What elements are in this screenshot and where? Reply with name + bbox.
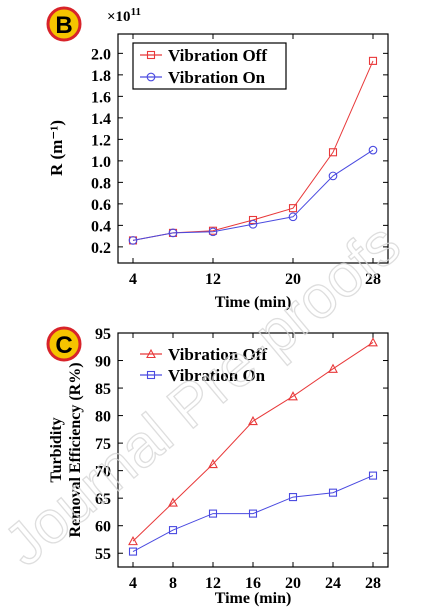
panel-c-point-vibration-on: [248, 509, 258, 518]
panel-c-point-vibration-on: [168, 526, 178, 535]
panel-b-x-tick-label: 20: [285, 271, 301, 288]
panel-b-label: B: [55, 12, 72, 39]
panel-c-point-vibration-on: [328, 488, 338, 497]
panel-b-multiplier: ×1011: [107, 6, 141, 25]
panel-c-y-tick-label: 70: [95, 464, 111, 481]
panel-c-x-axis-label: Time (min): [215, 590, 292, 607]
panel-b-x-tick-label: 4: [129, 271, 137, 288]
panel-b-y-tick-label: 0.8: [91, 175, 111, 192]
panel-b-point-vibration-on: [208, 227, 218, 237]
panel-b-point-vibration-off: [328, 148, 338, 157]
legend-label-vibration-on-c: Vibration On: [168, 366, 266, 385]
watermark: Journal Pre-proofs: [0, 210, 412, 579]
panel-c-point-vibration-off: [248, 415, 258, 426]
panel-b-y-tick-label: 1.6: [91, 89, 111, 106]
panel-c: C 4 8 12 16 20 24 28 55 60 65 70 75 80 85 90 95 Vibrati…: [46, 326, 389, 607]
panel-b-y-tick-label: 0.4: [91, 218, 111, 235]
panel-b-y-tick-label: 1.2: [91, 132, 111, 149]
panel-c-point-vibration-off: [168, 497, 178, 507]
panel-b-point-vibration-on: [248, 219, 258, 229]
panel-c-y-axis-label-line2: Removal Efficiency (R%): [67, 362, 84, 537]
panel-b-point-vibration-on: [368, 145, 378, 155]
panel-c-label: C: [55, 332, 72, 359]
panel-b-point-vibration-on: [168, 228, 178, 238]
panel-b-x-tick-label: 28: [365, 271, 381, 288]
panel-b: B ×1011 4 12 20 28 0.2 0.4 0.6 0.8 1.0 1.2 1.4 1.6 1…: [46, 6, 389, 311]
panel-b-series-line-vibration-on: [132, 149, 374, 241]
legend-label-vibration-off-c: Vibration Off: [168, 345, 267, 364]
panel-b-point-vibration-on: [328, 171, 338, 181]
panel-c-point-vibration-on: [208, 509, 218, 518]
legend-label-vibration-on: Vibration On: [168, 68, 266, 87]
panel-c-y-axis-label-line1: Turbidity: [48, 417, 65, 482]
panel-b-y-tick-label: 0.6: [91, 197, 111, 214]
panel-c-y-tick-label: 60: [95, 519, 111, 536]
panel-b-point-vibration-off: [368, 56, 378, 65]
panel-c-point-vibration-on: [128, 547, 138, 556]
panel-c-y-tick-label: 85: [95, 381, 111, 398]
panel-b-y-tick-label: 1.0: [91, 154, 111, 171]
panel-c-point-vibration-on: [288, 493, 298, 502]
panel-c-series-line-vibration-on: [132, 475, 374, 553]
panel-b-point-vibration-off: [288, 204, 298, 213]
panel-c-point-vibration-off: [368, 337, 378, 347]
panel-b-x-tick-label: 12: [205, 271, 221, 288]
panel-c-point-vibration-off: [128, 535, 138, 546]
panel-c-y-tick-label: 80: [95, 409, 111, 426]
panel-b-badge: [46, 6, 82, 42]
legend-marker-vibration-off-c: [146, 348, 156, 359]
panel-b-y-axis-label: R (m⁻¹): [47, 120, 66, 176]
panel-b-point-vibration-off: [248, 215, 258, 225]
panel-c-badge: [46, 326, 82, 362]
panel-c-x-tick-label: 16: [245, 575, 261, 592]
legend-label-vibration-off: Vibration Off: [168, 46, 267, 65]
panel-b-y-tick-label: 0.2: [91, 240, 111, 257]
panel-c-point-vibration-off: [208, 458, 218, 469]
legend-marker-vibration-on: [146, 72, 156, 82]
panel-c-point-vibration-off: [288, 391, 298, 401]
panel-b-y-tick-label: 1.4: [91, 111, 111, 128]
panel-c-x-tick-label: 8: [169, 575, 177, 592]
panel-c-x-tick-label: 12: [205, 575, 221, 592]
panel-b-plot-frame: [117, 33, 389, 264]
panel-c-point-vibration-on: [368, 471, 378, 480]
panel-b-x-axis-label: Time (min): [215, 294, 292, 311]
panel-c-x-tick-label: 28: [365, 575, 381, 592]
panel-b-point-vibration-on: [128, 236, 138, 245]
panel-c-y-tick-label: 55: [95, 546, 111, 563]
panel-c-y-tick-label: 95: [95, 326, 111, 343]
legend-marker-vibration-on-c: [146, 370, 156, 380]
panel-c-x-tick-label: 20: [285, 575, 301, 592]
legend-marker-vibration-off: [146, 50, 156, 60]
panel-c-x-tick-label: 24: [325, 575, 341, 592]
panel-c-y-tick-label: 90: [95, 354, 111, 371]
panel-b-y-tick-label: 1.8: [91, 68, 111, 85]
panel-c-series-line-vibration-off: [132, 341, 374, 542]
panel-b-y-tick-label: 2.0: [91, 46, 111, 63]
panel-c-x-tick-label: 4: [129, 575, 137, 592]
panel-b-point-vibration-on: [288, 212, 298, 222]
panel-c-y-tick-label: 75: [95, 436, 111, 453]
panel-b-legend: [132, 42, 287, 90]
panel-c-point-vibration-off: [328, 363, 338, 373]
panel-c-y-tick-label: 65: [95, 491, 111, 508]
